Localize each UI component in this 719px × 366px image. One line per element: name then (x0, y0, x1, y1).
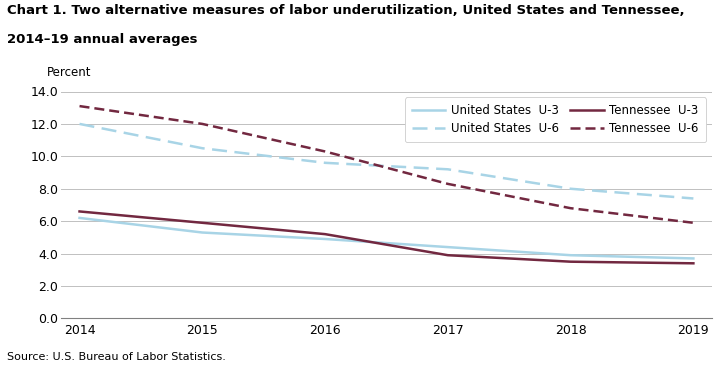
United States  U-6 (321, 161, 329, 165)
Tennessee  U-6 (567, 206, 575, 210)
United States  U-6 (75, 122, 84, 126)
Text: Chart 1. Two alternative measures of labor underutilization, United States and T: Chart 1. Two alternative measures of lab… (7, 4, 684, 17)
Legend: United States  U-3, United States  U-6, Tennessee  U-3, Tennessee  U-6: United States U-3, United States U-6, Te… (405, 97, 706, 142)
United States  U-6 (689, 196, 697, 201)
United States  U-3 (75, 216, 84, 220)
United States  U-6 (444, 167, 452, 172)
Tennessee  U-3 (198, 221, 206, 225)
United States  U-6 (567, 187, 575, 191)
United States  U-3 (321, 237, 329, 241)
United States  U-3 (689, 256, 697, 261)
Text: Source: U.S. Bureau of Labor Statistics.: Source: U.S. Bureau of Labor Statistics. (7, 352, 226, 362)
Tennessee  U-6 (198, 122, 206, 126)
United States  U-3 (567, 253, 575, 257)
Text: 2014–19 annual averages: 2014–19 annual averages (7, 33, 198, 46)
Tennessee  U-6 (321, 149, 329, 154)
Tennessee  U-3 (75, 209, 84, 214)
United States  U-6 (198, 146, 206, 150)
Tennessee  U-6 (444, 182, 452, 186)
Text: Percent: Percent (47, 66, 91, 79)
Tennessee  U-3 (567, 259, 575, 264)
Line: Tennessee  U-3: Tennessee U-3 (80, 212, 693, 263)
Tennessee  U-3 (689, 261, 697, 265)
Tennessee  U-3 (321, 232, 329, 236)
Tennessee  U-6 (689, 221, 697, 225)
Tennessee  U-6 (75, 104, 84, 108)
Tennessee  U-3 (444, 253, 452, 257)
Line: Tennessee  U-6: Tennessee U-6 (80, 106, 693, 223)
United States  U-3 (444, 245, 452, 249)
Line: United States  U-6: United States U-6 (80, 124, 693, 198)
Line: United States  U-3: United States U-3 (80, 218, 693, 258)
United States  U-3 (198, 230, 206, 235)
